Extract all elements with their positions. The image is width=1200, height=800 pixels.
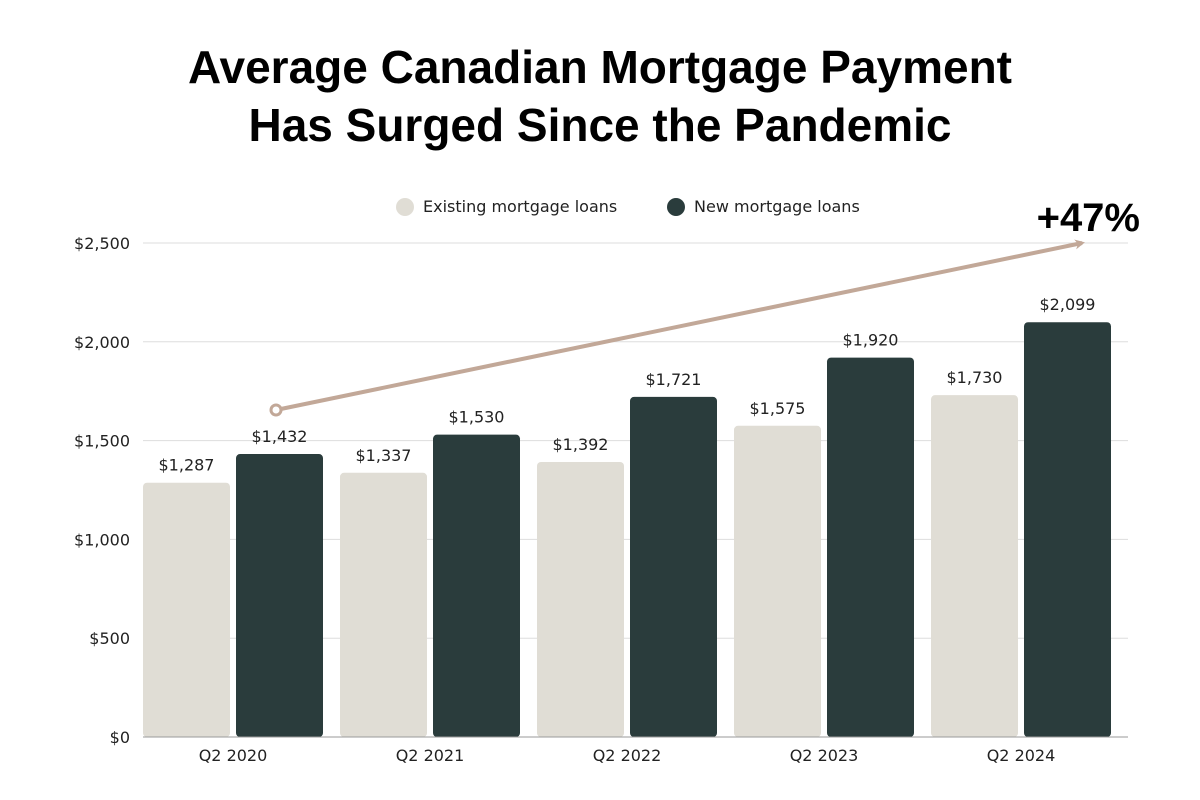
data-label: $1,721 [646, 370, 702, 389]
legend-swatch [396, 198, 414, 216]
x-tick-label: Q2 2024 [987, 746, 1056, 765]
bar [537, 461, 624, 737]
bar [143, 482, 230, 737]
value-labels: $1,287 $1,432 $1,337 $1,530 $1,392 $1,721 $1,5… [159, 295, 1096, 474]
bars [143, 322, 1111, 737]
x-tick-label: Q2 2023 [790, 746, 859, 765]
x-tick-label: Q2 2021 [396, 746, 465, 765]
bar [931, 395, 1018, 737]
data-label: $1,730 [947, 368, 1003, 387]
data-label: $1,287 [159, 456, 215, 475]
growth-annotation: +47% [269, 196, 1140, 417]
bar [827, 357, 914, 737]
data-label: $1,575 [750, 399, 806, 418]
y-tick-label: $0 [110, 728, 130, 747]
x-tick-label: Q2 2020 [199, 746, 268, 765]
y-tick-label: $2,000 [74, 333, 130, 352]
y-tick-label: $1,000 [74, 530, 130, 549]
axes: $0 $500 $1,000 $1,500 $2,000 $2,500 Q2 2020 Q2 … [74, 234, 1128, 765]
growth-percent-label: +47% [1037, 196, 1140, 240]
bar [236, 454, 323, 737]
bar [340, 472, 427, 737]
bar [734, 425, 821, 737]
y-tick-label: $2,500 [74, 234, 130, 253]
chart-title-line-2: Has Surged Since the Pandemic [248, 99, 952, 151]
bar [1024, 322, 1111, 737]
data-label: $1,432 [252, 427, 308, 446]
data-label: $1,337 [356, 446, 412, 465]
legend-swatch [667, 198, 685, 216]
bar [433, 434, 520, 737]
chart-title: Average Canadian Mortgage Payment Has Su… [0, 38, 1200, 154]
legend: Existing mortgage loans New mortgage loan… [396, 197, 860, 216]
data-label: $2,099 [1040, 295, 1096, 314]
y-tick-label: $500 [89, 629, 130, 648]
growth-arrow [275, 239, 1085, 412]
growth-arrow-start-marker [269, 403, 283, 417]
bar [630, 396, 717, 737]
legend-label: New mortgage loans [694, 197, 860, 216]
chart-title-line-1: Average Canadian Mortgage Payment [188, 41, 1012, 93]
x-tick-label: Q2 2022 [593, 746, 662, 765]
data-label: $1,530 [449, 408, 505, 427]
legend-label: Existing mortgage loans [423, 197, 617, 216]
data-label: $1,920 [843, 331, 899, 350]
y-tick-label: $1,500 [74, 432, 130, 451]
data-label: $1,392 [553, 435, 609, 454]
